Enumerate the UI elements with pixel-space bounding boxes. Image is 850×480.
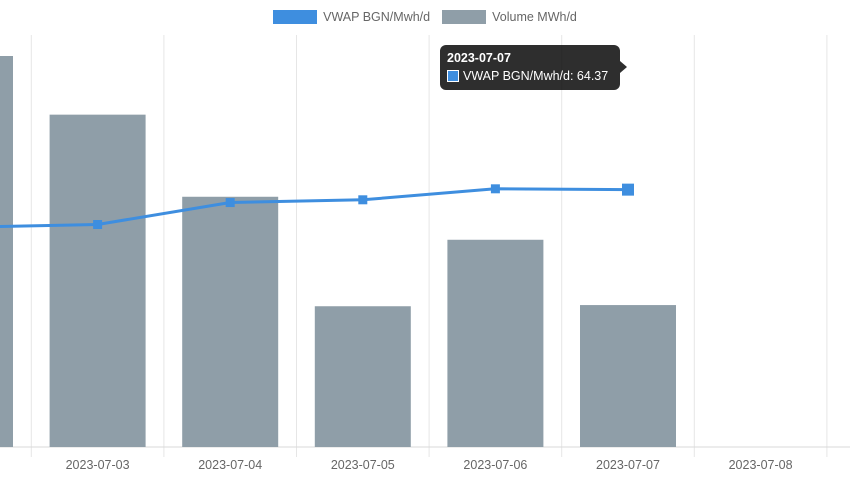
x-tick-label-2023-07-08: 2023-07-08 <box>729 458 793 472</box>
vwap-point-2023-07-06 <box>490 184 500 194</box>
tooltip-title: 2023-07-07 <box>447 51 511 65</box>
tooltip-caret <box>620 61 627 73</box>
legend-swatch-vwap <box>273 10 318 24</box>
x-tick-label-2023-07-03: 2023-07-03 <box>66 458 130 472</box>
x-tick-label-2023-07-05: 2023-07-05 <box>331 458 395 472</box>
legend-swatch-volume <box>442 10 487 24</box>
vwap-point-2023-07-07 <box>622 183 634 196</box>
legend-item-volume[interactable]: Volume MWh/d <box>442 10 577 24</box>
x-tick-label-2023-07-07: 2023-07-07 <box>596 458 660 472</box>
vwap-point-2023-07-04 <box>225 198 235 208</box>
legend-label-volume: Volume MWh/d <box>492 10 577 24</box>
bar-2023-07-03 <box>49 114 146 448</box>
chart-legend: VWAP BGN/Mwh/d Volume MWh/d <box>0 6 850 28</box>
bar-2023-07-04 <box>182 196 279 447</box>
bar-2023-07-07 <box>580 305 676 447</box>
vwap-line <box>0 187 629 229</box>
vwap-point-2023-07-03 <box>93 220 103 230</box>
vwap-point-2023-07-05 <box>358 195 368 205</box>
bar-2023-07-02 <box>0 56 13 447</box>
bar-2023-07-06 <box>447 239 544 447</box>
tooltip-row: VWAP BGN/Mwh/d: 64.37 <box>447 68 613 84</box>
legend-label-vwap: VWAP BGN/Mwh/d <box>323 10 431 24</box>
x-tick-label-2023-07-04: 2023-07-04 <box>198 458 262 472</box>
chart-tooltip: 2023-07-07 VWAP BGN/Mwh/d: 64.37 <box>440 45 620 90</box>
x-tick-label-2023-07-06: 2023-07-06 <box>463 458 527 472</box>
bar-2023-07-05 <box>314 306 411 447</box>
legend-item-vwap[interactable]: VWAP BGN/Mwh/d <box>273 10 430 24</box>
tooltip-label: VWAP BGN/Mwh/d: 64.37 <box>463 69 609 83</box>
tooltip-swatch <box>447 70 459 82</box>
